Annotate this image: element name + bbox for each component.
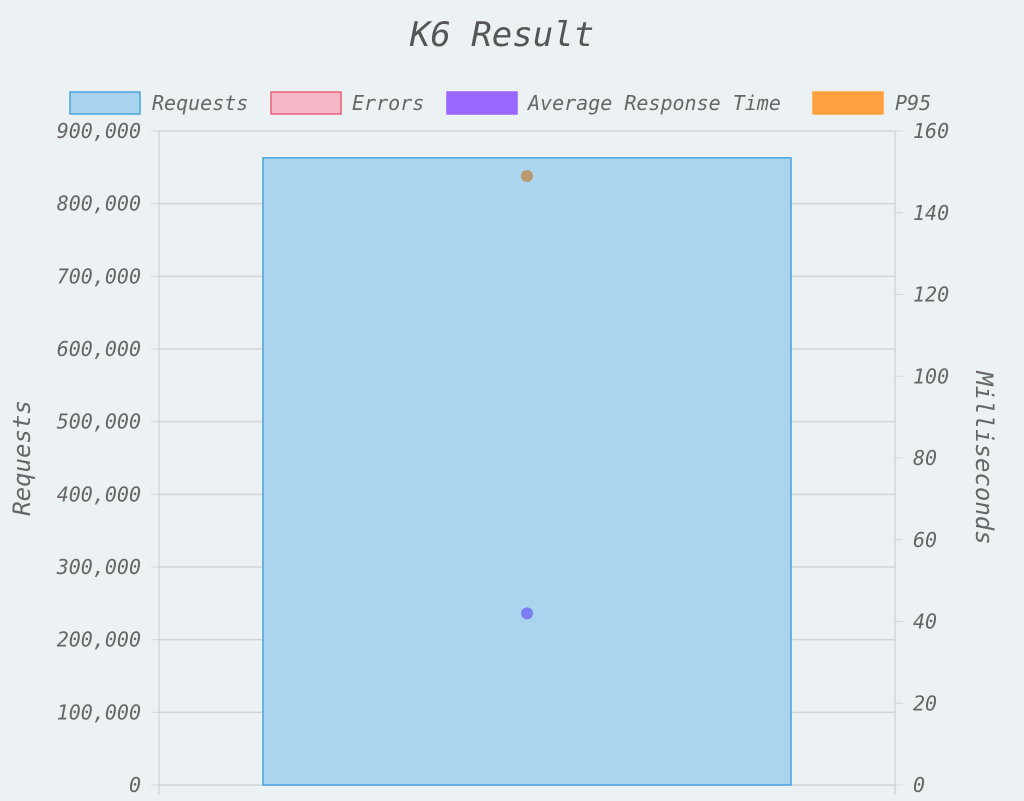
y-right-tick-label: 100 xyxy=(913,364,949,388)
y-left-tick-label: 100,000 xyxy=(57,700,141,724)
bar-requests xyxy=(262,157,792,786)
legend: Requests Errors Average Response Time P95 xyxy=(69,91,931,115)
legend-swatch-3 xyxy=(812,91,884,115)
y-right-axis-label: Milliseconds xyxy=(970,370,998,544)
legend-swatch-2 xyxy=(446,91,518,115)
point-p95 xyxy=(521,169,533,182)
y-left-tick-label: 700,000 xyxy=(57,264,141,288)
y-left-tick-label: 0 xyxy=(129,773,141,797)
y-right-tick-label: 80 xyxy=(913,446,937,470)
y-right-tick-label: 0 xyxy=(913,773,925,797)
y-right-tick-label: 120 xyxy=(913,283,949,307)
y-left-tick-label: 600,000 xyxy=(57,337,141,361)
y-left-tick-label: 200,000 xyxy=(57,628,141,652)
legend-label: P95 xyxy=(895,91,931,115)
legend-label: Requests xyxy=(152,91,248,115)
y-left-tick-label: 900,000 xyxy=(57,119,141,143)
legend-label: Errors xyxy=(352,91,424,115)
y-right-tick-label: 40 xyxy=(913,610,937,634)
legend-swatch-0 xyxy=(69,91,141,115)
point-average-response-time xyxy=(521,607,533,620)
y-right-tick-label: 160 xyxy=(913,119,949,143)
y-left-axis-label: Requests xyxy=(8,400,36,516)
legend-swatch-1 xyxy=(270,91,342,115)
y-left-tick-label: 400,000 xyxy=(57,482,141,506)
y-left-tick-label: 800,000 xyxy=(57,192,141,216)
y-left-tick-label: 500,000 xyxy=(57,410,141,434)
chart-title: K6 Result xyxy=(409,15,594,55)
y-right-tick-label: 140 xyxy=(913,201,949,225)
y-left-tick-label: 300,000 xyxy=(56,555,141,579)
legend-label: Average Response Time xyxy=(526,91,781,115)
y-right-tick-label: 60 xyxy=(913,528,937,552)
y-right-tick-label: 20 xyxy=(913,691,937,715)
data-marks xyxy=(262,157,792,786)
axes: 0 100,000 200,000 300,000 400,000 500,000 600,… xyxy=(56,119,949,797)
